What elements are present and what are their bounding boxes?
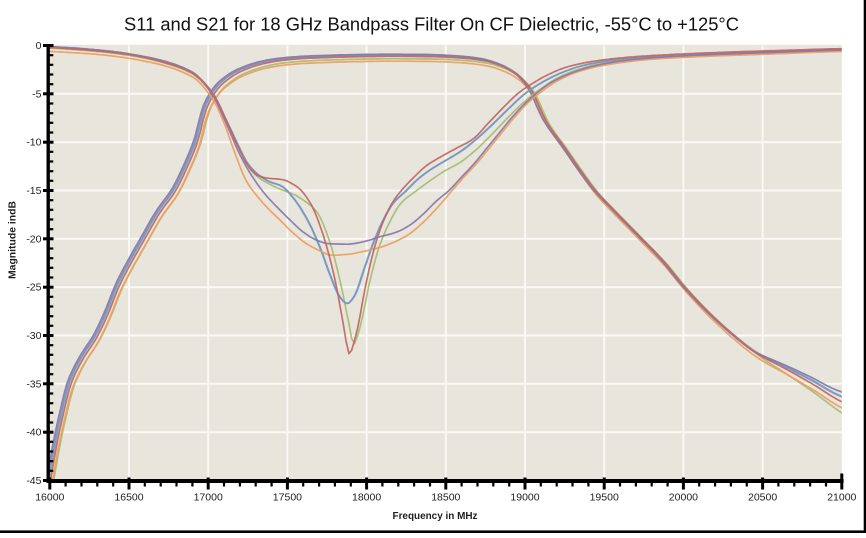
svg-text:-10: -10 — [26, 137, 41, 149]
svg-text:-20: -20 — [26, 233, 41, 245]
svg-text:16500: 16500 — [114, 492, 143, 504]
svg-text:20500: 20500 — [748, 492, 777, 504]
svg-text:20000: 20000 — [669, 492, 698, 504]
svg-text:0: 0 — [36, 40, 42, 52]
svg-text:17500: 17500 — [273, 492, 302, 504]
svg-text:17000: 17000 — [194, 492, 223, 504]
svg-text:-5: -5 — [32, 88, 41, 100]
svg-text:19500: 19500 — [590, 492, 619, 504]
svg-text:19000: 19000 — [510, 492, 539, 504]
svg-text:-40: -40 — [26, 427, 41, 439]
svg-text:18500: 18500 — [431, 492, 460, 504]
svg-text:S11 and S21 for 18 GHz Bandpas: S11 and S21 for 18 GHz Bandpass Filter O… — [124, 14, 739, 35]
svg-text:-15: -15 — [26, 185, 41, 197]
svg-text:Frequency in MHz: Frequency in MHz — [393, 510, 478, 522]
svg-text:18000: 18000 — [352, 492, 381, 504]
svg-text:21000: 21000 — [827, 492, 856, 504]
svg-text:-45: -45 — [26, 475, 41, 487]
svg-text:-25: -25 — [26, 282, 41, 294]
svg-text:-35: -35 — [26, 378, 41, 390]
svg-text:-30: -30 — [26, 330, 41, 342]
svg-text:Magnitude indB: Magnitude indB — [8, 201, 19, 279]
svg-text:16000: 16000 — [35, 492, 64, 504]
